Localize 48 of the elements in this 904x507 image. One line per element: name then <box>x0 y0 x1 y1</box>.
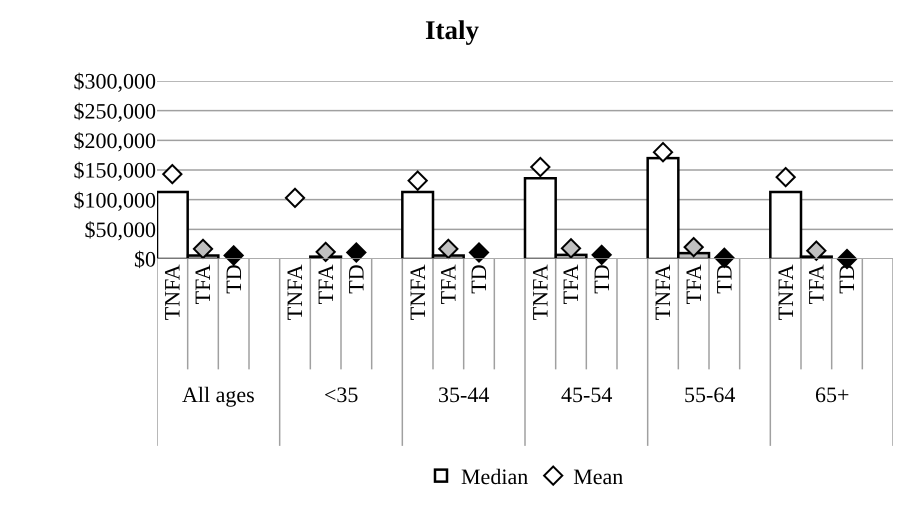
point <box>284 188 306 208</box>
point <box>776 167 796 188</box>
point <box>560 238 582 258</box>
point <box>162 164 182 184</box>
x-tick-label: TFA <box>435 264 460 304</box>
point <box>408 170 428 191</box>
x-tick-label: TNFA <box>650 264 676 320</box>
point <box>806 240 826 261</box>
x-tick-label: TD <box>343 264 368 294</box>
text: 55-64 <box>684 382 736 407</box>
x-tick-label: TD <box>466 264 492 294</box>
y-tick-label: $0 <box>134 246 156 272</box>
y-tick-label: $50,000 <box>84 217 156 242</box>
x-tick-label: TD <box>588 264 614 294</box>
x-tick-label: TFA <box>680 264 706 304</box>
text: 45-54 <box>561 382 612 407</box>
point <box>438 238 458 260</box>
text: 35-44 <box>438 382 490 407</box>
x-tick-label: TNFA <box>772 264 798 320</box>
y-tick-label: $200,000 <box>74 128 156 154</box>
text: All ages <box>182 382 255 407</box>
point <box>592 244 612 265</box>
x-tick-label: TNFA <box>527 264 552 320</box>
point <box>530 156 550 178</box>
y-tick-label: $250,000 <box>74 98 156 124</box>
y-tick-label: $100,000 <box>74 187 156 212</box>
point <box>346 242 366 263</box>
x-tick-label: TFA <box>190 264 216 304</box>
chart-title: Italy <box>425 15 480 46</box>
x-tick-label: TFA <box>558 264 584 304</box>
x-tick-label: TNFA <box>282 264 308 320</box>
legend-label: Mean <box>573 464 624 490</box>
point <box>316 242 336 262</box>
legend-label: Median <box>461 464 528 490</box>
x-tick-label: TD <box>220 264 246 294</box>
x-tick-label: TNFA <box>159 264 184 320</box>
point <box>684 237 704 258</box>
y-tick-label: $150,000 <box>74 158 156 183</box>
x-tick-label: TFA <box>803 264 828 304</box>
y-tick-label: $300,000 <box>74 68 156 94</box>
point <box>192 238 214 260</box>
point <box>652 142 674 162</box>
x-tick-label: TFA <box>312 264 338 304</box>
text: <35 <box>324 382 358 407</box>
point <box>468 242 490 263</box>
text: 65+ <box>815 382 850 407</box>
point <box>224 245 244 266</box>
x-tick-label: TNFA <box>404 264 430 320</box>
